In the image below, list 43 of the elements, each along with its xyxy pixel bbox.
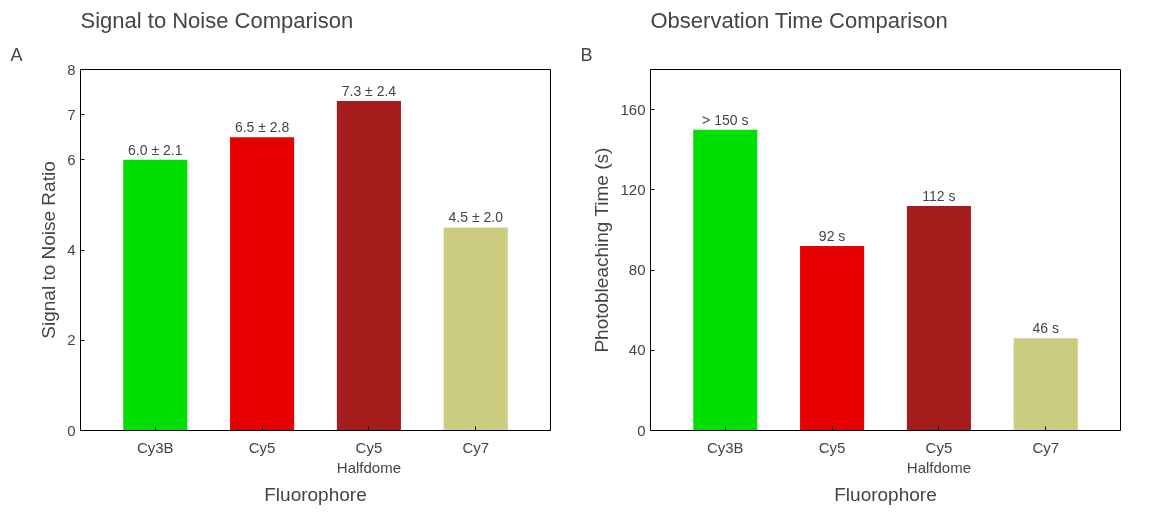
text: A — [10, 44, 23, 65]
y-tick-label: 6 — [67, 150, 76, 168]
x-tick-label: Cy5 Halfdome — [336, 438, 402, 476]
y-tick-label: 40 — [628, 341, 646, 359]
x-tick-label: Cy3B — [136, 438, 174, 456]
bar — [1013, 338, 1078, 431]
data-label: 6.0 ± 2.1 — [128, 141, 183, 158]
data-label: 92 s — [818, 227, 846, 244]
y-axis-title: Photobleaching Time (s) — [591, 147, 613, 353]
x-tick-label: Cy5 — [248, 438, 276, 456]
x-axis-title: Fluorophore — [834, 483, 937, 505]
data-label: 4.5 ± 2.0 — [448, 209, 504, 226]
data-label: 6.5 ± 2.8 — [234, 119, 290, 136]
y-tick-label: 7 — [67, 105, 76, 123]
x-tick-label: Cy3B — [706, 438, 744, 456]
y-tick-label: 8 — [67, 60, 76, 78]
bar — [800, 245, 865, 431]
x-tick-label: Cy7 — [462, 438, 490, 456]
chart-title: Observation Time Comparison — [650, 7, 948, 33]
x-tick-label: Cy5 — [818, 438, 846, 456]
bar — [443, 227, 508, 431]
data-label: 46 s — [1032, 320, 1059, 337]
y-tick-label: 4 — [67, 241, 76, 258]
y-axis-title: Signal to Noise Ratio — [38, 161, 60, 339]
text: B — [580, 44, 593, 65]
data-label: > 150 s — [702, 111, 749, 128]
bar — [123, 159, 188, 431]
y-tick-label: 0 — [637, 421, 646, 439]
y-tick-label: 0 — [67, 421, 76, 439]
data-label: 112 s — [922, 187, 956, 204]
bar — [336, 101, 401, 431]
x-axis-title: Fluorophore — [264, 483, 367, 505]
bar — [693, 129, 758, 431]
x-tick-label: Cy5 Halfdome — [906, 438, 972, 476]
data-label: 7.3 ± 2.4 — [341, 83, 397, 100]
bar — [230, 137, 295, 431]
y-tick-label: 120 — [620, 180, 646, 198]
chart-title: Signal to Noise Comparison — [80, 7, 354, 33]
y-tick-label: 80 — [628, 261, 646, 279]
bar — [906, 205, 971, 431]
x-tick-label: Cy7 — [1032, 438, 1060, 456]
y-tick-label: 160 — [620, 100, 646, 118]
y-tick-label: 2 — [67, 331, 76, 349]
